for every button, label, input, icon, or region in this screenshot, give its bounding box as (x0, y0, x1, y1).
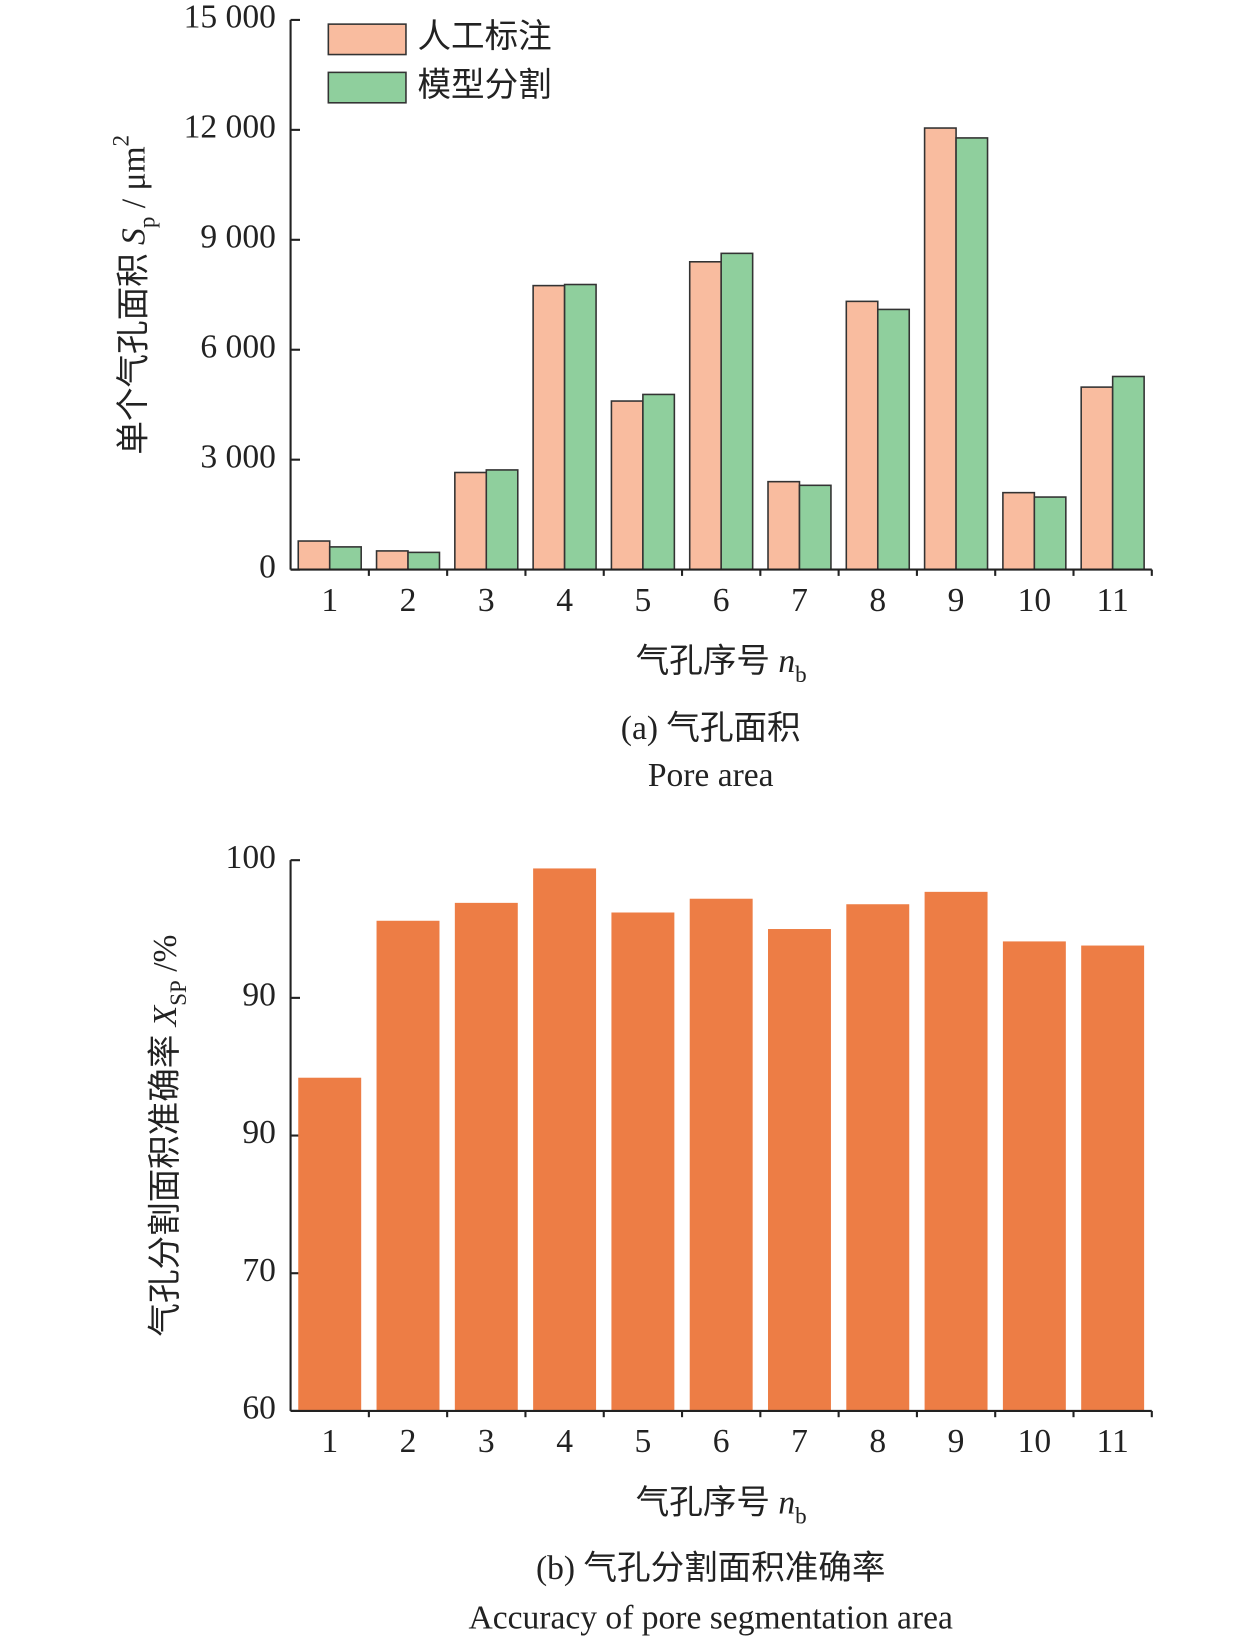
label-part: 2 (108, 135, 134, 147)
y-tick-label: 70 (242, 1252, 276, 1289)
bar (924, 891, 988, 1411)
label-part: p (134, 217, 160, 229)
bar (720, 252, 754, 571)
y-tick-label: 90 (242, 1114, 276, 1151)
x-tick-label: 9 (948, 1423, 965, 1460)
bar (297, 540, 331, 571)
x-tick-label: 11 (1096, 582, 1128, 619)
x-axis-label: 气孔序号 nb (636, 1483, 807, 1529)
bar (610, 400, 644, 571)
bar (1002, 941, 1066, 1411)
bar (955, 137, 989, 571)
y-tick-label: 3 000 (200, 438, 275, 475)
label-part: n (778, 1484, 795, 1521)
x-tick-label: 7 (791, 1423, 808, 1460)
x-tick-label: 1 (321, 1423, 338, 1460)
legend-label: 人工标注 (418, 18, 552, 56)
legend-swatch (327, 71, 407, 104)
x-tick-label: 8 (869, 1423, 886, 1460)
bar (767, 480, 801, 571)
y-axis-label: 气孔分割面积准确率 XSP /% (146, 934, 192, 1336)
bar (533, 868, 597, 1411)
x-axis-label: 气孔序号 nb (636, 642, 807, 688)
bar (298, 1077, 362, 1411)
x-tick-label: 8 (869, 582, 886, 619)
bar (642, 393, 676, 571)
label-part: / μm (115, 146, 152, 216)
bar (532, 284, 566, 571)
x-tick-label: 5 (635, 1423, 652, 1460)
bar (454, 471, 488, 571)
bar (485, 469, 519, 571)
x-tick-label: 9 (948, 582, 965, 619)
label-part: /% (147, 934, 184, 980)
y-tick-label: 15 000 (184, 0, 276, 36)
x-tick-label: 2 (400, 1423, 417, 1460)
bar (1002, 491, 1036, 571)
y-tick-label: 6 000 (200, 328, 275, 365)
label-part: S (115, 228, 152, 245)
bar (563, 283, 597, 571)
x-tick-label: 7 (791, 582, 808, 619)
caption: (a) 气孔面积 (621, 709, 801, 747)
bar (845, 300, 879, 571)
bar (923, 127, 957, 571)
label-part: X (147, 1004, 184, 1028)
label-part: b (795, 661, 807, 687)
bar (375, 550, 409, 571)
bar (1111, 375, 1145, 571)
bar (1080, 386, 1114, 571)
bar (846, 904, 910, 1411)
x-tick-label: 10 (1018, 582, 1052, 619)
bar (407, 551, 441, 571)
label-part: n (778, 643, 795, 680)
y-tick-label: 0 (259, 548, 276, 585)
x-tick-label: 2 (400, 582, 417, 619)
bar (454, 902, 518, 1411)
y-tick-label: 60 (242, 1390, 276, 1427)
bar (876, 308, 911, 571)
bar (1081, 945, 1145, 1411)
x-tick-label: 10 (1018, 1423, 1052, 1460)
x-tick-label: 5 (635, 582, 652, 619)
caption-en: Accuracy of pore segmentation area (469, 1599, 953, 1636)
y-tick-label: 100 (226, 839, 276, 876)
x-tick-label: 6 (713, 1423, 730, 1460)
x-tick-label: 4 (556, 1423, 573, 1460)
bar (798, 484, 832, 571)
bar (611, 912, 675, 1411)
bar (328, 546, 362, 571)
bar (689, 898, 753, 1411)
label-part: SP (165, 980, 191, 1006)
bar (1033, 496, 1067, 571)
figure-body: 0 3 000 6 000 9 000 12 000 15 000 1 2 3 4 5 6 7 8 9 10 1… (108, 0, 1153, 1636)
bar (376, 920, 440, 1411)
y-axis-label: 单个气孔面积 Sp / μm2 (108, 135, 160, 455)
label-part: 单个气孔面积 (114, 245, 152, 455)
y-tick-label: 12 000 (184, 109, 276, 146)
label-part: 气孔序号 (636, 1483, 779, 1521)
bar (768, 929, 831, 1411)
x-tick-label: 4 (556, 582, 573, 619)
caption: (b) 气孔分割面积准确率 (536, 1549, 885, 1587)
x-tick-label: 3 (478, 582, 495, 619)
y-tick-label: 9 000 (200, 219, 275, 256)
x-tick-label: 3 (478, 1423, 495, 1460)
label-part: 气孔序号 (636, 642, 779, 680)
label-part: 气孔分割面积准确率 (146, 1026, 184, 1336)
legend-label: 模型分割 (418, 66, 552, 104)
legend-swatch (327, 23, 407, 56)
bar (688, 261, 722, 571)
label-part: b (795, 1503, 807, 1529)
caption-en: Pore area (648, 757, 774, 794)
y-tick-label: 90 (242, 977, 276, 1014)
x-tick-label: 11 (1096, 1423, 1128, 1460)
x-tick-label: 6 (713, 582, 730, 619)
x-tick-label: 1 (321, 582, 338, 619)
